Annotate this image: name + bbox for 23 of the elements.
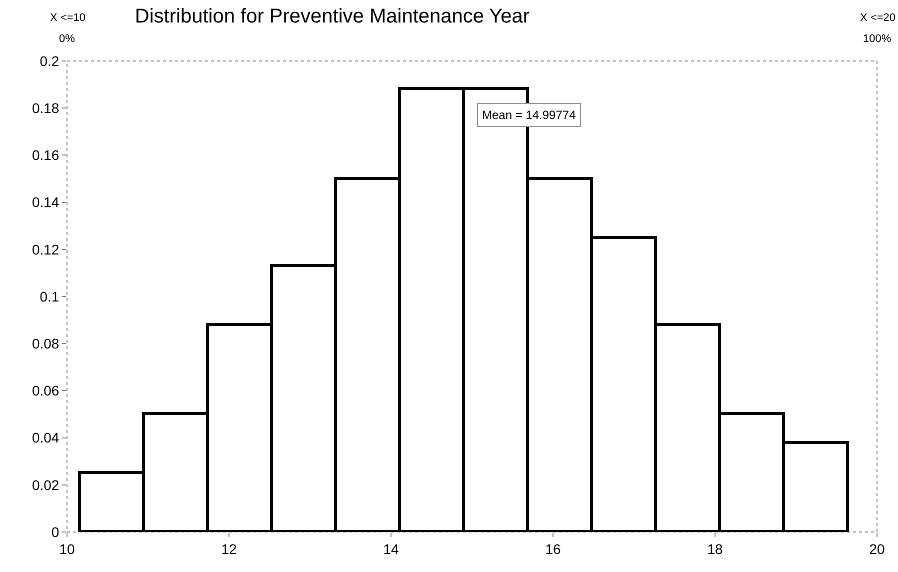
y-tick-label: 0.08 xyxy=(32,336,60,352)
x-tick-label: 18 xyxy=(707,540,723,557)
y-tick-label: 0.06 xyxy=(32,382,60,399)
text: 100% xyxy=(863,33,892,45)
text: X <=10 xyxy=(50,12,86,24)
y-tick-label: 0.12 xyxy=(32,241,60,258)
y-tick-label: 0.2 xyxy=(40,52,60,69)
y-tick-label: 0.16 xyxy=(32,147,60,164)
x-tick-label: 16 xyxy=(545,540,561,557)
y-tick-label: 0 xyxy=(51,524,60,540)
y-tick-label: 0.02 xyxy=(32,476,60,493)
x-tick-label: 20 xyxy=(869,540,885,557)
x-tick-label: 10 xyxy=(59,540,75,557)
y-tick-label: 0.1 xyxy=(40,288,60,304)
chart-title: Distribution for Preventive Maintenance Year xyxy=(134,6,530,28)
x-tick-label: 12 xyxy=(221,540,237,557)
y-tick-label: 0.18 xyxy=(32,100,60,116)
annotation: Mean = 14.99774 xyxy=(482,108,576,122)
text: 0% xyxy=(59,33,76,45)
x-tick-label: 14 xyxy=(383,540,399,557)
y-tick-label: 0.14 xyxy=(32,194,60,210)
y-tick-label: 0.04 xyxy=(32,430,60,446)
text: X <=20 xyxy=(860,12,896,24)
